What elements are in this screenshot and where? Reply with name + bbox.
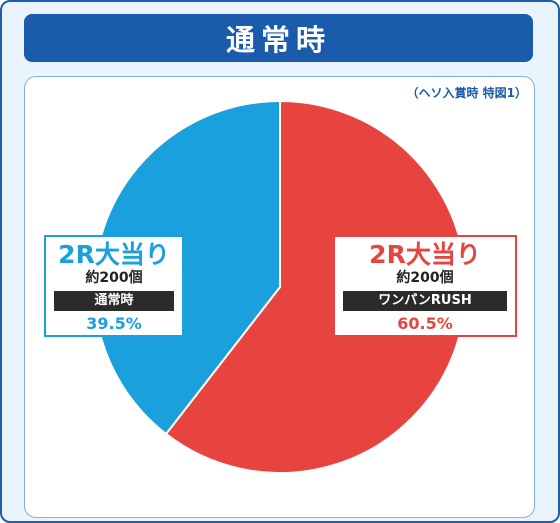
slice-label-wanpan-rush: 2R大当り 約200個 ワンパンRUSH 60.5% xyxy=(333,235,517,337)
slice-label-rush-count: 約200個 xyxy=(396,270,454,286)
slice-label-rush-value: 60.5% xyxy=(397,314,453,333)
pie-slice-wanpan-rush xyxy=(164,99,467,474)
slice-label-rush-mode: ワンパンRUSH xyxy=(343,291,507,311)
chart-title: 通常時 xyxy=(225,23,331,57)
slice-label-normal-count: 約200個 xyxy=(85,270,143,286)
title-bar: 通常時 xyxy=(24,14,533,62)
slice-label-normal: 2R大当り 約200個 通常時 39.5% xyxy=(44,235,184,337)
slice-label-normal-value: 39.5% xyxy=(86,314,142,333)
slice-label-rush-title: 2R大当り xyxy=(369,240,481,269)
slice-label-normal-title: 2R大当り xyxy=(58,240,170,269)
chart-note: （ヘソ入賞時 特図1） xyxy=(406,86,527,100)
slice-label-normal-mode: 通常時 xyxy=(54,291,174,311)
pie-slice-normal xyxy=(93,99,281,436)
